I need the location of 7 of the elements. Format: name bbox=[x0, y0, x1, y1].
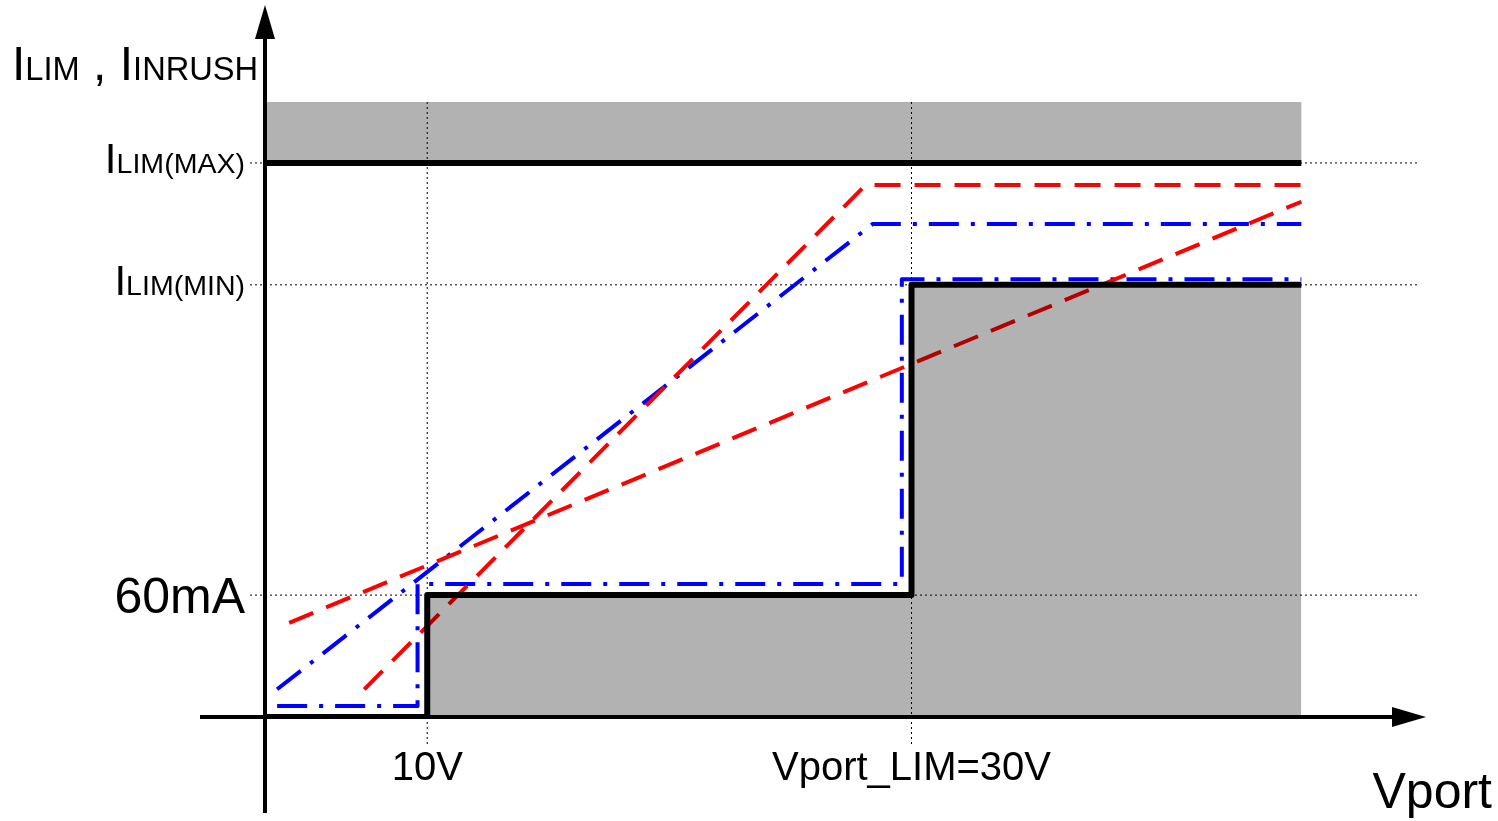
x-axis-title: Vport bbox=[1372, 763, 1493, 819]
ref-line-label: 60mA bbox=[114, 568, 246, 625]
x-tick-label: 10V bbox=[391, 744, 464, 789]
ref-line-label: ILIM(MAX) bbox=[104, 134, 246, 182]
ref-line-label: ILIM(MIN) bbox=[114, 256, 246, 304]
y-axis-title: ILIM , IINRUSH bbox=[12, 37, 259, 90]
x-tick-label: Vport_LIM=30V bbox=[771, 744, 1052, 789]
